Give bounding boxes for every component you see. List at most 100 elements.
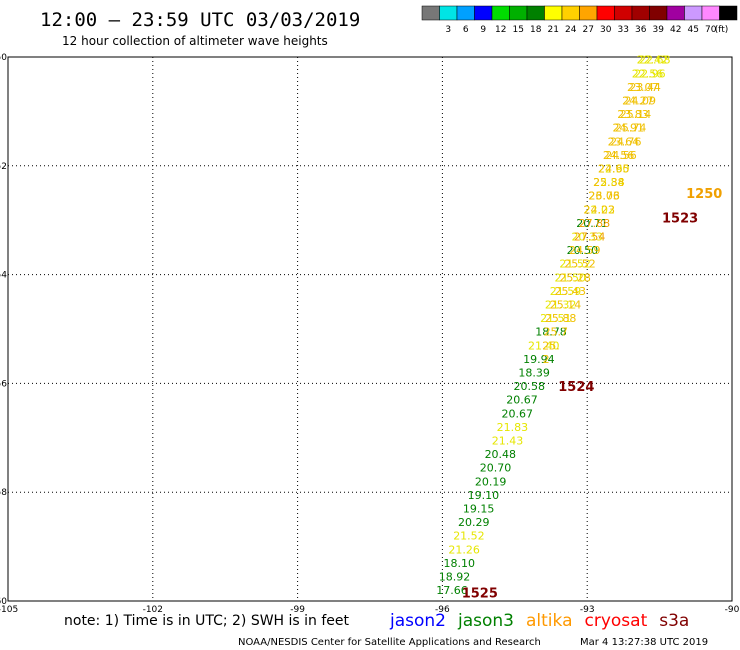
wave-height-point: 24.65 — [598, 163, 630, 176]
wave-height-point: 20.67 — [506, 394, 538, 407]
scale-swatch — [631, 5, 650, 21]
wave-height-point: 22.96 — [634, 67, 666, 80]
wave-height-point: 21.52 — [453, 530, 485, 543]
wave-height-point: 21.26 — [448, 543, 480, 556]
scale-label: 12 — [495, 25, 506, 35]
scale-swatch — [421, 5, 440, 21]
wave-height-point: 20.29 — [458, 516, 490, 529]
y-tick-label: -56 — [0, 379, 7, 389]
wave-height-point: 21.83 — [497, 421, 529, 434]
scale-label: 39 — [653, 25, 665, 35]
wave-height-point: 22.68 — [639, 54, 671, 67]
chart-subtitle: 12 hour collection of altimeter wave hei… — [62, 34, 328, 48]
wave-height-labels: 17.6618.9218.1021.2621.5220.2919.1519.10… — [436, 40, 740, 601]
scale-label: 21 — [548, 25, 559, 35]
chart-title: 12:00 – 23:59 UTC 03/03/2019 — [40, 9, 360, 31]
wave-height-point: 20.50 — [567, 244, 599, 257]
x-tick-label: -90 — [725, 605, 740, 615]
wave-height-point: 22.42 — [637, 54, 669, 67]
wave-height-point: 21.51 — [641, 40, 673, 53]
wave-height-point: 18.92 — [439, 571, 471, 584]
wave-height-point: 25.7 — [544, 326, 569, 339]
scale-swatch — [596, 5, 615, 21]
wave-height-point: 24.23 — [584, 203, 616, 216]
wave-height-point: 22.02 — [584, 203, 616, 216]
wave-height-point: 21.51 — [540, 312, 572, 325]
scale-label: 70 — [705, 25, 717, 35]
wave-height-point: 27.54 — [574, 231, 606, 244]
wave-height-point: 23.44 — [629, 81, 661, 94]
scale-swatch — [614, 5, 633, 21]
scale-unit: (ft) — [715, 25, 729, 35]
satellite-legend-altika: altika — [526, 611, 573, 631]
wave-height-point: 21.43 — [492, 435, 524, 448]
scale-label: 36 — [635, 25, 647, 35]
wave-height-point: 25.52 — [564, 258, 596, 271]
wave-height-point: 25.88 — [545, 312, 577, 325]
wave-height-point: 24.59 — [569, 244, 601, 257]
wave-height-point: 24.76 — [610, 135, 642, 148]
scale-label: 15 — [513, 25, 524, 35]
wave-height-point: 24.27 — [622, 95, 654, 108]
wave-height-point: 25.43 — [555, 285, 587, 298]
scale-label: 42 — [670, 25, 681, 35]
wave-height-point: 22.84 — [593, 176, 625, 189]
wave-height-point: 25.28 — [559, 271, 591, 284]
wave-height-point: 21.32 — [545, 299, 577, 312]
plot-border — [7, 56, 733, 602]
wave-height-point: 23.49 — [644, 40, 676, 53]
scale-swatch — [684, 5, 703, 21]
wave-height-point: 23.83 — [617, 108, 649, 121]
wave-height-point: 23.76 — [588, 190, 620, 203]
wave-height-point: 18.39 — [518, 367, 550, 380]
scale-swatch — [561, 5, 580, 21]
wave-height-point: 19.15 — [463, 503, 495, 516]
x-tick-label: -102 — [143, 605, 163, 615]
wave-height-point: 24.56 — [605, 149, 637, 162]
color-scale-legend: 3 6 9 12 15 18 21 24 27 30 33 36 39 42 45 70(ft) — [421, 5, 738, 35]
satellite-legend-cryosat: cryosat — [585, 611, 648, 631]
wave-height-point: 25. — [542, 339, 560, 352]
y-tick-label: -60 — [0, 597, 7, 607]
scale-label: 3 — [445, 25, 451, 35]
wave-height-point: 20.58 — [514, 380, 546, 393]
scale-swatch — [526, 5, 545, 21]
wave-height-point: 19.94 — [523, 353, 555, 366]
wave-height-point: 23.07 — [627, 81, 659, 94]
wave-height-point: 2 — [543, 353, 550, 366]
wave-height-point: 20.67 — [501, 407, 533, 420]
wave-height-point: 21.52 — [559, 258, 591, 271]
x-tick-label: -96 — [435, 605, 450, 615]
pass-id-label: 1524 — [558, 380, 594, 395]
pass-id-label: 1523 — [662, 211, 698, 226]
scale-swatch — [544, 5, 563, 21]
wave-height-point: 26.03 — [588, 190, 620, 203]
wave-height-point: 21.50 — [555, 271, 587, 284]
note-text: note: 1) Time is in UTC; 2) SWH is in fe… — [64, 613, 350, 629]
credit-text: NOAA/NESDIS Center for Satellite Applica… — [238, 637, 541, 648]
y-tick-label: -54 — [0, 271, 7, 281]
wave-height-point: 21.59 — [550, 285, 582, 298]
wave-height-point: 19.10 — [468, 489, 500, 502]
wave-height-point: 20.33 — [571, 231, 603, 244]
y-tick-label: -58 — [0, 488, 7, 498]
wave-height-point: 20.71 — [576, 217, 608, 230]
x-tick-label: -99 — [290, 605, 305, 615]
scale-label: 9 — [480, 25, 486, 35]
wave-height-point: 24.56 — [603, 149, 635, 162]
scale-label: 6 — [463, 25, 469, 35]
wave-height-point: 25.74 — [615, 122, 647, 135]
satellite-legend-s3a: s3a — [659, 611, 689, 631]
scale-swatch — [491, 5, 510, 21]
scale-swatch — [456, 5, 475, 21]
axis-ticks: -105 -102 -99 -96 -93 -90 -50 -52 -54 -56 -58 -60 — [0, 53, 740, 615]
scale-label: 27 — [583, 25, 594, 35]
wave-height-point: 23.64 — [608, 135, 640, 148]
x-tick-label: -93 — [580, 605, 595, 615]
pass-id-label: 1525 — [462, 586, 498, 601]
satellite-legend: jason2 jason3 altika cryosat s3a — [389, 611, 689, 631]
wave-height-point: 18.78 — [535, 326, 567, 339]
timestamp-text: Mar 4 13:27:38 UTC 2019 — [580, 637, 708, 648]
scale-swatch — [701, 5, 720, 21]
scale-label: 24 — [565, 25, 577, 35]
